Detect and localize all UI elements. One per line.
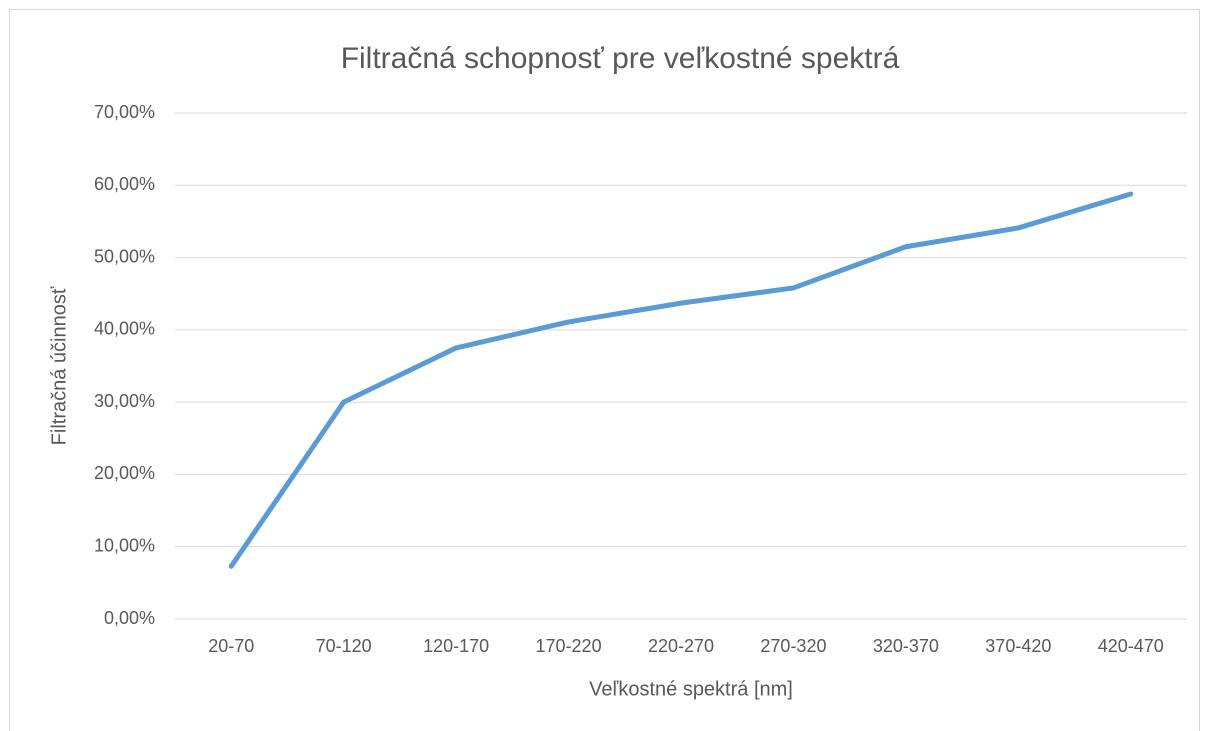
x-tick-label: 120-170 — [423, 636, 489, 656]
x-tick-label: 320-370 — [873, 636, 939, 656]
chart-title: Filtračná schopnosť pre veľkostné spektr… — [341, 42, 900, 75]
y-tick-label: 40,00% — [94, 319, 155, 339]
y-tick-label: 50,00% — [94, 246, 155, 266]
chart-border — [9, 9, 1200, 731]
y-axis-label: Filtračná účinnosť — [48, 286, 70, 445]
y-tick-label: 0,00% — [104, 608, 155, 628]
y-tick-label: 30,00% — [94, 391, 155, 411]
x-tick-label: 270-320 — [760, 636, 826, 656]
x-axis-label: Veľkostné spektrá [nm] — [589, 678, 793, 700]
x-tick-label: 70-120 — [316, 636, 372, 656]
x-tick-label: 220-270 — [648, 636, 714, 656]
y-tick-label: 70,00% — [94, 102, 155, 122]
x-tick-label: 170-220 — [536, 636, 602, 656]
y-tick-label: 10,00% — [94, 535, 155, 555]
x-tick-label: 20-70 — [208, 636, 254, 656]
x-tick-label: 370-420 — [985, 636, 1051, 656]
y-tick-label: 60,00% — [94, 174, 155, 194]
x-tick-label: 420-470 — [1098, 636, 1164, 656]
y-tick-label: 20,00% — [94, 463, 155, 483]
data-line — [228, 191, 1134, 569]
